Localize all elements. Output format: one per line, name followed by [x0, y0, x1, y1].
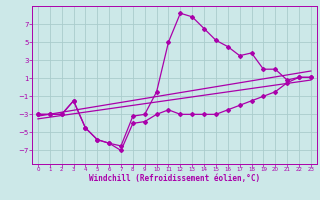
X-axis label: Windchill (Refroidissement éolien,°C): Windchill (Refroidissement éolien,°C) — [89, 174, 260, 183]
